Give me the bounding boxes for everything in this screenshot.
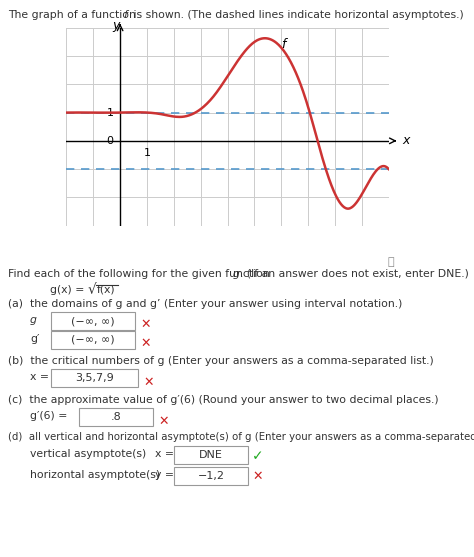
Text: g′: g′	[30, 334, 39, 344]
Text: ✕: ✕	[158, 415, 168, 428]
Text: f: f	[123, 10, 127, 20]
Text: (a)  the domains of g and g’ (Enter your answer using interval notation.): (a) the domains of g and g’ (Enter your …	[8, 299, 402, 309]
Text: (b)  the critical numbers of g (Enter your answers as a comma-separated list.): (b) the critical numbers of g (Enter you…	[8, 356, 434, 366]
Text: 1: 1	[144, 148, 150, 158]
Text: f(x): f(x)	[97, 285, 116, 295]
Text: ✕: ✕	[252, 470, 263, 483]
Text: ✕: ✕	[140, 337, 151, 350]
Text: The graph of a function: The graph of a function	[8, 10, 139, 20]
Text: DNE: DNE	[199, 450, 223, 460]
Text: .8: .8	[110, 412, 121, 422]
Text: f: f	[281, 38, 286, 51]
Text: x =: x =	[155, 449, 177, 459]
Text: ⓘ: ⓘ	[388, 257, 395, 267]
Text: ✕: ✕	[140, 318, 151, 331]
Text: ✓: ✓	[252, 449, 264, 463]
Text: vertical asymptote(s): vertical asymptote(s)	[30, 449, 146, 459]
Text: (−∞, ∞): (−∞, ∞)	[71, 335, 115, 345]
FancyBboxPatch shape	[51, 312, 135, 330]
Text: g: g	[233, 269, 240, 279]
Text: g(x) =: g(x) =	[50, 285, 88, 295]
Text: Find each of the following for the given function: Find each of the following for the given…	[8, 269, 273, 279]
Text: x =: x =	[30, 372, 53, 382]
Text: horizontal asymptote(s): horizontal asymptote(s)	[30, 470, 160, 480]
Text: y: y	[112, 19, 120, 32]
FancyBboxPatch shape	[51, 331, 135, 349]
Text: (c)  the approximate value of g′(6) (Round your answer to two decimal places.): (c) the approximate value of g′(6) (Roun…	[8, 395, 438, 405]
Text: 0: 0	[106, 136, 113, 146]
Text: 3,5,7,9: 3,5,7,9	[75, 373, 114, 383]
Text: √: √	[88, 283, 97, 297]
Text: is shown. (The dashed lines indicate horizontal asymptotes.): is shown. (The dashed lines indicate hor…	[130, 10, 464, 20]
Text: y =: y =	[155, 470, 177, 480]
FancyBboxPatch shape	[79, 408, 153, 426]
Text: −1,2: −1,2	[198, 471, 225, 481]
Text: g′(6) =: g′(6) =	[30, 411, 71, 421]
FancyBboxPatch shape	[174, 467, 248, 485]
Text: 1: 1	[106, 108, 113, 118]
Text: x: x	[402, 134, 410, 148]
Text: g: g	[30, 315, 37, 325]
Text: (d)  all vertical and horizontal asymptote(s) of g (Enter your answers as a comm: (d) all vertical and horizontal asymptot…	[8, 432, 474, 442]
Text: . (If an answer does not exist, enter DNE.): . (If an answer does not exist, enter DN…	[240, 269, 469, 279]
Text: ✕: ✕	[143, 376, 154, 389]
FancyBboxPatch shape	[174, 446, 248, 464]
FancyBboxPatch shape	[51, 369, 138, 387]
Text: (−∞, ∞): (−∞, ∞)	[71, 316, 115, 326]
